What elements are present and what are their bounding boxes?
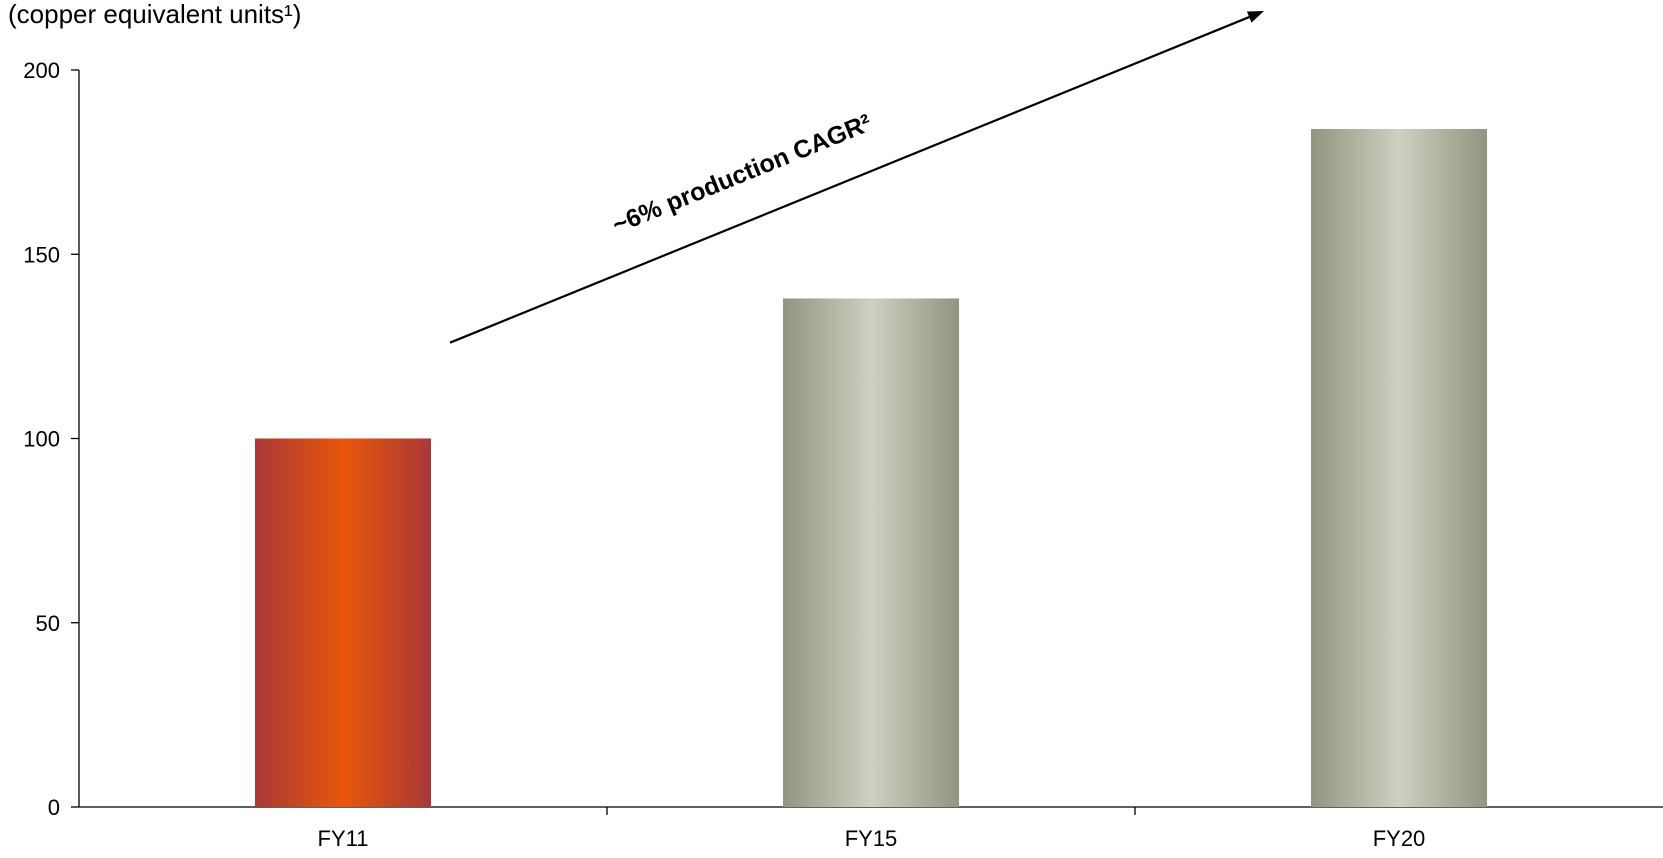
bar-fy20 — [1311, 128, 1487, 807]
y-axis: 0 50 100 150 200 — [23, 58, 79, 820]
x-tick-label: FY15 — [845, 826, 898, 851]
y-unit-label: (copper equivalent units¹) — [8, 0, 301, 29]
y-tick-label: 0 — [48, 795, 60, 820]
y-tick-label: 150 — [23, 242, 60, 267]
x-tick-label: FY20 — [1373, 826, 1426, 851]
x-tick-label: FY11 — [318, 826, 369, 851]
cagr-annotation: ~6% production CAGR² — [449, 11, 1264, 344]
y-tick-label: 200 — [23, 58, 60, 83]
x-axis: FY11 FY15 FY20 — [318, 807, 1426, 851]
cagr-annotation-text: ~6% production CAGR² — [608, 109, 875, 239]
bars — [255, 128, 1487, 807]
cagr-arrow — [449, 16, 1250, 344]
bar-fy15 — [783, 298, 959, 807]
cagr-arrowhead — [1246, 11, 1264, 23]
y-tick-label: 50 — [36, 611, 60, 636]
bar-fy11 — [255, 438, 431, 807]
y-tick-label: 100 — [23, 427, 60, 452]
